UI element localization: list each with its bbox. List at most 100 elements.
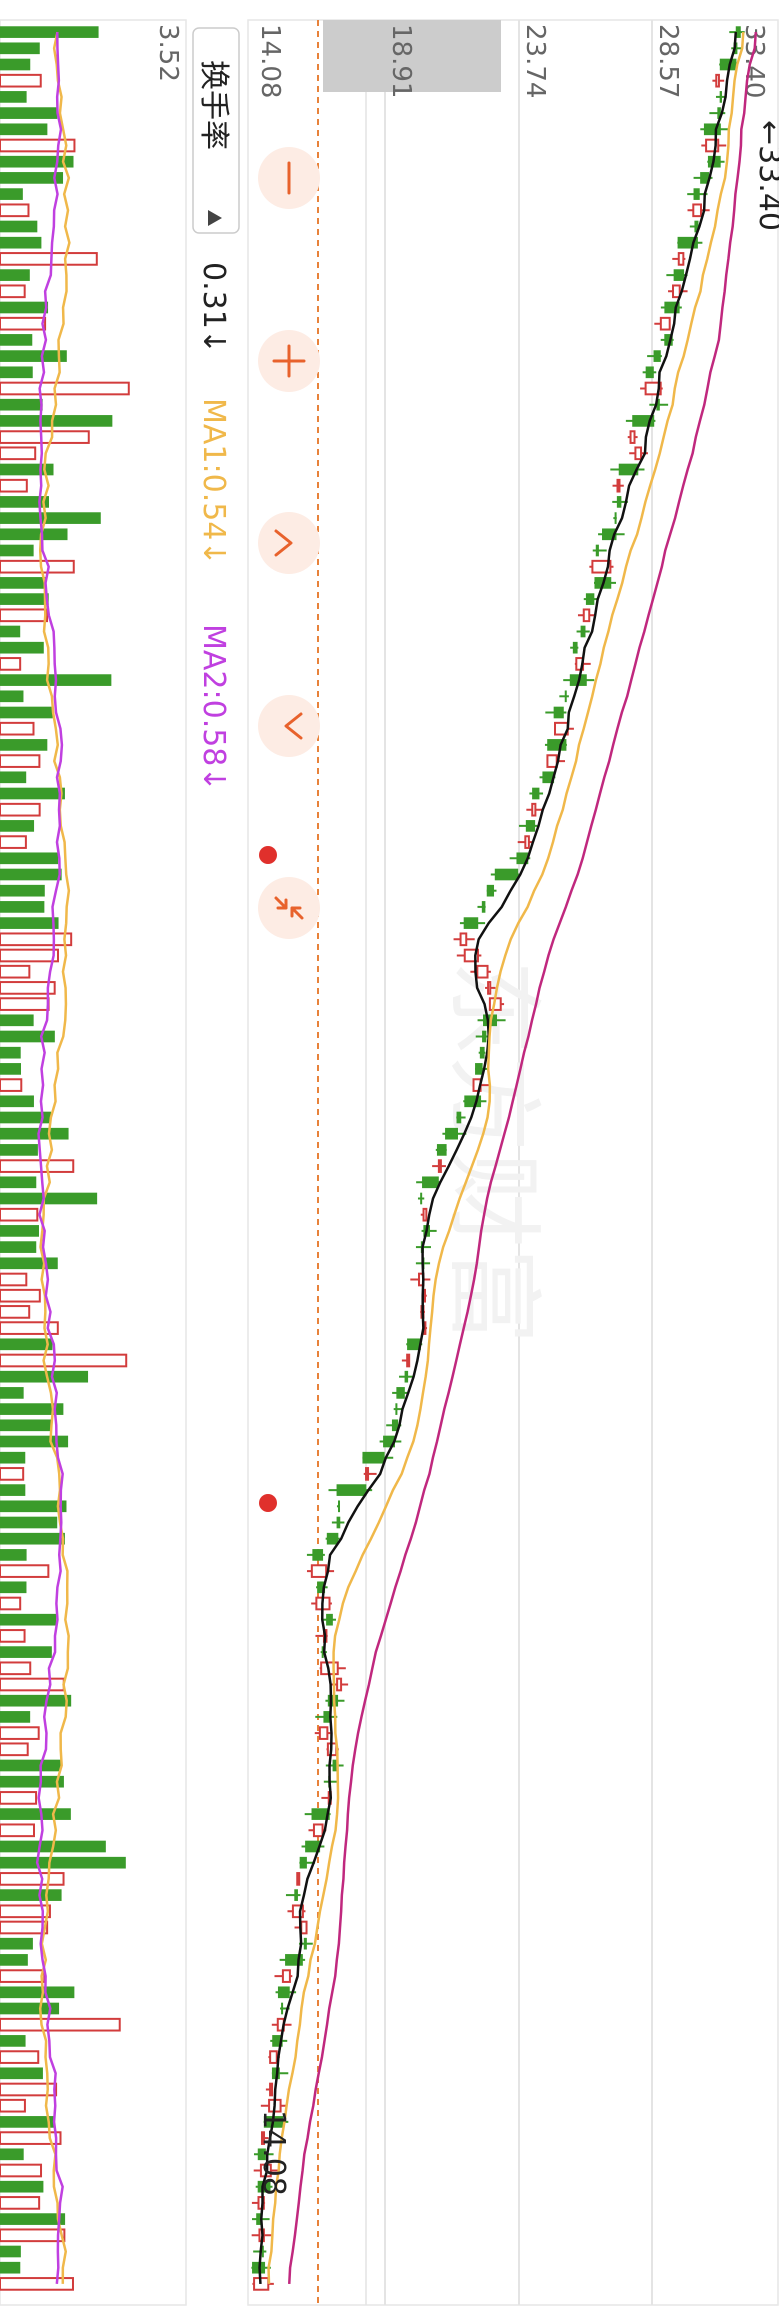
volume-bar	[0, 690, 24, 703]
candle-body	[332, 1759, 338, 1772]
volume-bar	[0, 981, 56, 995]
volume-bar	[0, 1353, 128, 1368]
candle-body	[618, 463, 639, 476]
volume-bar	[0, 528, 68, 541]
candle-body	[383, 1435, 396, 1448]
zoom-in-button[interactable]	[258, 330, 320, 392]
candle-body	[546, 754, 558, 768]
candle-body	[719, 58, 737, 71]
candle-body	[445, 1127, 458, 1140]
candle-body	[336, 1484, 367, 1496]
candle-body	[336, 1677, 343, 1692]
price-tick-2374: 23.74	[520, 24, 550, 98]
candle-body	[299, 1856, 307, 1869]
event-marker[interactable]	[259, 1494, 277, 1512]
candle-body	[463, 917, 479, 929]
volume-bar	[0, 220, 38, 233]
candle-body	[459, 932, 468, 947]
volume-bar	[0, 787, 65, 800]
ma-line-black	[258, 32, 738, 2284]
volume-bar	[0, 2148, 24, 2161]
volume-bar	[0, 316, 47, 331]
volume-bar	[0, 2228, 66, 2243]
candle-body	[542, 771, 555, 784]
candle-body	[321, 1646, 324, 1658]
event-marker[interactable]	[259, 846, 277, 864]
volume-bar	[0, 415, 113, 427]
volume-bar	[0, 901, 45, 913]
candle-body	[336, 1516, 341, 1529]
candle-body	[476, 964, 489, 979]
volume-bar	[0, 1889, 62, 1901]
candle-body	[602, 528, 617, 541]
ma1-legend: MA1:0.54↓	[196, 398, 231, 566]
zoom-out-button[interactable]	[258, 147, 320, 209]
volume-bar	[0, 381, 130, 396]
candle-body	[614, 512, 617, 524]
volume-bar	[0, 739, 48, 751]
ma-line-purple	[288, 32, 758, 2284]
volume-bar	[0, 1030, 55, 1043]
volume-tick-352: 3.52	[153, 24, 183, 82]
scroll-left-button[interactable]	[258, 512, 320, 574]
candle-body	[277, 1986, 290, 1999]
candle-body	[482, 1030, 487, 1043]
candle-body	[672, 284, 681, 299]
candle-body	[317, 1581, 326, 1594]
candle-body	[580, 625, 586, 638]
volume-bar	[0, 1225, 39, 1237]
candle-body	[261, 2245, 264, 2258]
candle-body	[673, 269, 685, 281]
volume-bar	[0, 1419, 52, 1432]
candle-body	[591, 559, 612, 574]
volume-bar	[0, 284, 26, 299]
volume-bar	[0, 932, 73, 947]
volume-bar	[0, 641, 44, 654]
volume-bar	[0, 559, 75, 574]
volume-bar	[0, 1856, 126, 1869]
candle-body	[525, 820, 536, 832]
candle-body	[296, 1872, 301, 1886]
volume-bar	[0, 1759, 61, 1772]
volume-bar	[0, 1808, 71, 1820]
volume-bar	[0, 1063, 21, 1075]
volume-bar	[0, 463, 54, 476]
candle-body	[291, 1904, 304, 1919]
volume-bar	[0, 820, 35, 832]
volume-bar	[0, 1711, 31, 1723]
volume-bar	[0, 1484, 26, 1496]
candle-body	[616, 496, 622, 508]
collapse-button[interactable]	[258, 877, 320, 939]
volume-bar	[0, 1387, 24, 1399]
volume-bar	[0, 398, 43, 411]
volume-bar	[0, 155, 74, 168]
candle-body	[717, 107, 721, 119]
candle-body	[464, 1095, 482, 1108]
candle-body	[703, 123, 721, 136]
candle-body	[406, 1353, 411, 1368]
volume-group	[0, 26, 130, 2291]
candle-body	[486, 884, 495, 897]
candle-body	[659, 316, 671, 331]
indicator-selector[interactable]: 换手率	[192, 27, 240, 234]
candle-body	[311, 1808, 330, 1820]
volume-bar	[0, 608, 49, 623]
volume-bar	[0, 2002, 60, 2015]
scroll-right-button[interactable]	[258, 695, 320, 757]
low-price-label: 14.08	[256, 2110, 291, 2196]
volume-bar	[0, 1986, 75, 1999]
volume-bar	[0, 172, 64, 184]
volume-bar	[0, 1904, 51, 1919]
candle-body	[271, 2067, 280, 2080]
candle-body	[323, 1711, 332, 1723]
volume-bar	[0, 301, 49, 314]
volume-bar	[0, 496, 49, 508]
candle-body	[362, 1451, 385, 1464]
volume-bar	[0, 1159, 75, 1173]
candle-body	[694, 220, 699, 233]
volume-bar	[0, 2035, 26, 2047]
volume-bar	[0, 544, 34, 557]
volume-bar	[0, 2213, 66, 2225]
candle-body	[481, 901, 486, 913]
